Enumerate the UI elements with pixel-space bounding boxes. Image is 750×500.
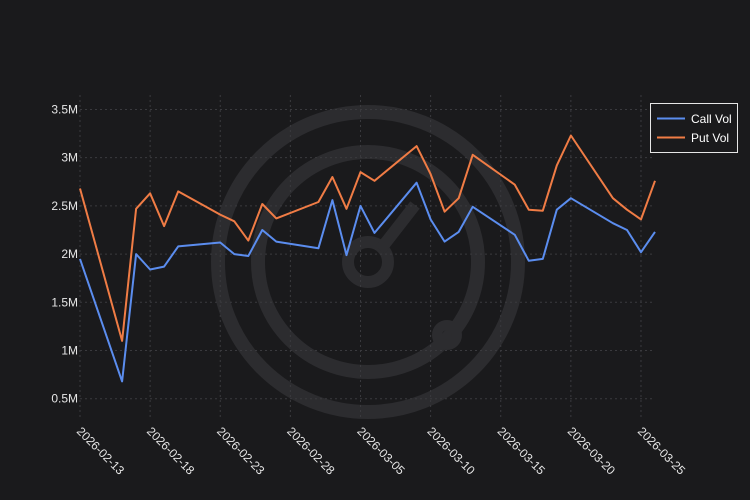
y-tick-label: 1M: [61, 344, 78, 358]
x-tick-label: 2026-02-23: [214, 424, 268, 478]
y-tick-label: 3M: [61, 151, 78, 165]
x-tick-label: 2026-03-25: [635, 424, 689, 478]
watermark-center-dot: [342, 236, 394, 288]
y-tick-label: 3.5M: [51, 102, 78, 116]
grid: [79, 95, 655, 418]
legend-label-call-vol[interactable]: Call Vol: [691, 112, 732, 126]
series-line-put-vol[interactable]: [79, 134, 656, 342]
watermark-inner-ring: [251, 145, 485, 379]
legend[interactable]: Call Vol Put Vol: [650, 103, 738, 153]
x-tick-label: 2026-03-15: [495, 424, 549, 478]
x-tick-label: 2026-02-28: [284, 424, 338, 478]
watermark-needle: [375, 201, 420, 254]
legend-label-put-vol[interactable]: Put Vol: [691, 131, 729, 145]
x-tick-label: 2026-03-05: [354, 424, 408, 478]
x-tick-label: 2026-03-20: [565, 424, 619, 478]
y-tick-label: 2M: [61, 247, 78, 261]
x-tick-label: 2026-03-10: [424, 424, 478, 478]
x-tick-label: 2026-02-18: [144, 424, 198, 478]
x-tick-label: 2026-02-13: [74, 424, 128, 478]
y-tick-label: 0.5M: [51, 392, 78, 406]
series-line-call-vol[interactable]: [79, 181, 656, 383]
watermark-knob: [432, 320, 462, 350]
series-lines: [79, 134, 656, 383]
legend-box: [650, 103, 738, 153]
y-axis: 0.5M 1M 1.5M 2M 2.5M 3M 3.5M: [51, 102, 78, 405]
watermark: [211, 105, 525, 419]
y-tick-label: 2.5M: [51, 199, 78, 213]
y-tick-label: 1.5M: [51, 295, 78, 309]
x-axis: 2026-02-13 2026-02-18 2026-02-23 2026-02-28…: [74, 424, 689, 478]
watermark-outer-ring: [211, 105, 525, 419]
